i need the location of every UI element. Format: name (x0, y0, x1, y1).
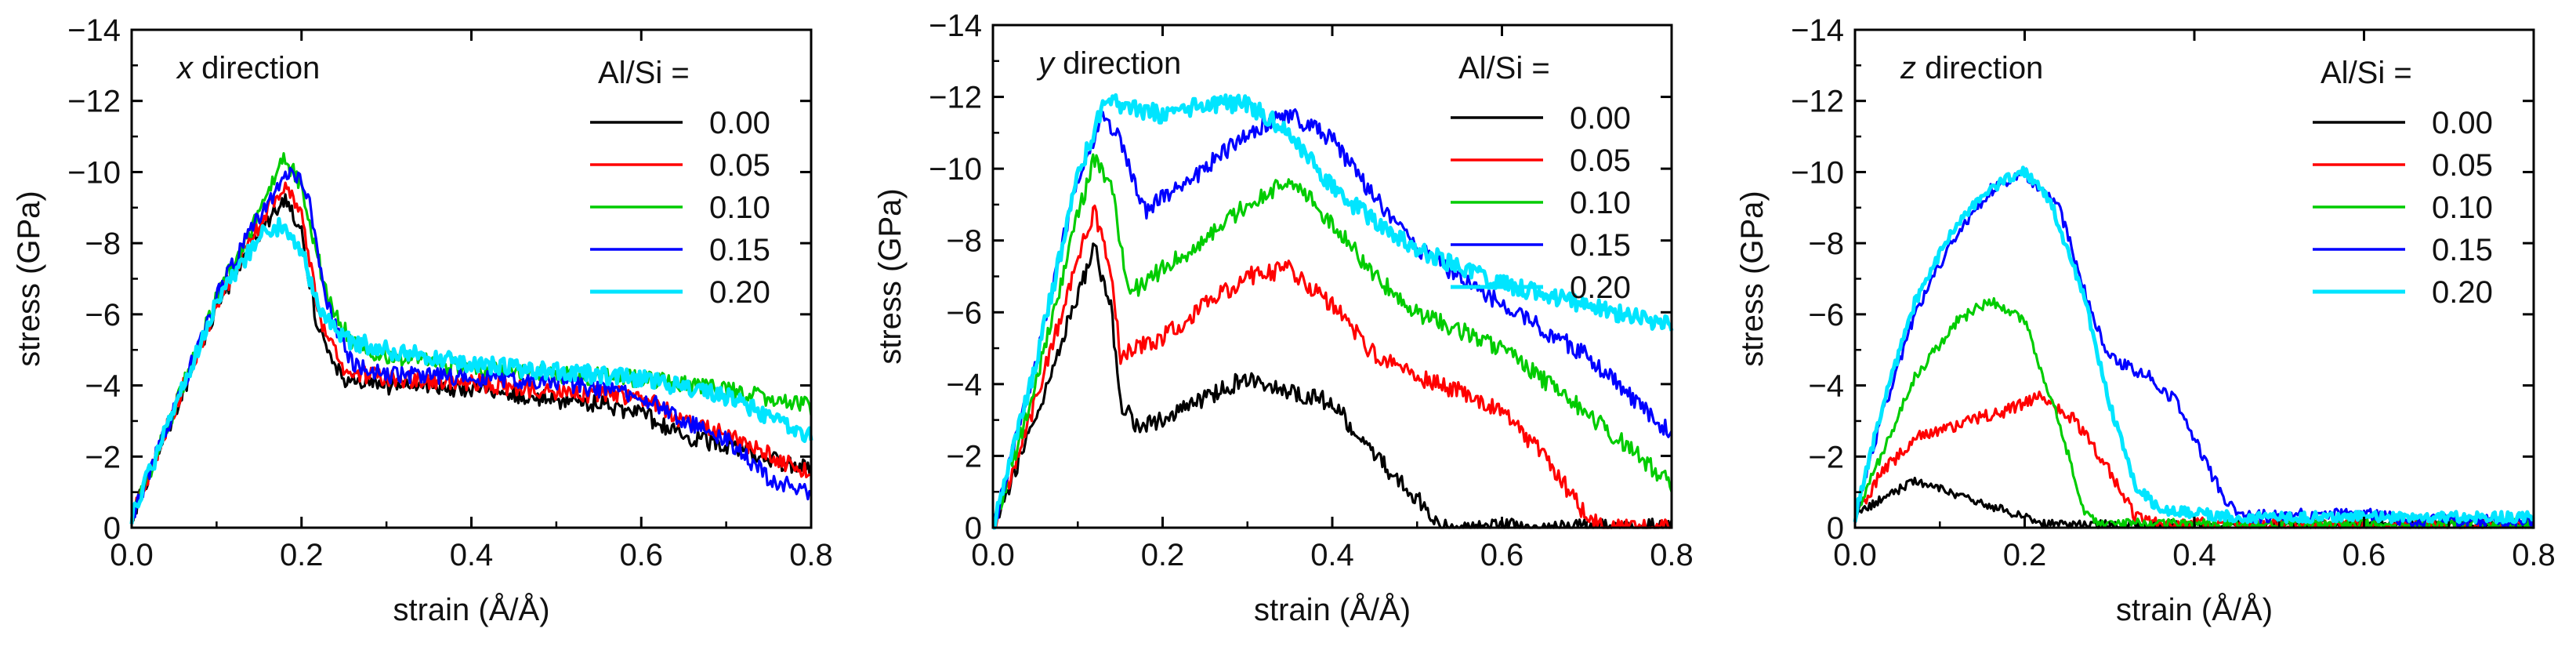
legend-label-0.20: 0.20 (2432, 275, 2493, 310)
y-tick-label: −4 (946, 368, 982, 402)
x-tick-label: 0.6 (1480, 538, 1524, 572)
y-tick-label: −10 (929, 152, 982, 187)
x-tick-label: 0.2 (1141, 538, 1185, 572)
panel-title-rest: direction (1054, 46, 1181, 81)
y-tick-label: −8 (946, 224, 982, 259)
series-line-0.20 (1853, 165, 2534, 525)
x-tick-label: 0.2 (280, 538, 324, 572)
legend-label-0.15: 0.15 (2432, 233, 2493, 267)
series-line-0.15 (1853, 167, 2535, 528)
panel-title-axis: y (1036, 46, 1056, 81)
y-tick-label: −4 (1808, 369, 1844, 404)
x-tick-label: 0.4 (2172, 538, 2216, 572)
legend-label-0.20: 0.20 (709, 275, 770, 310)
legend-label-0.10: 0.10 (2432, 191, 2493, 225)
series-line-0.15 (130, 166, 813, 525)
series-line-0.10 (991, 153, 1673, 528)
legend-label-0.15: 0.15 (1570, 228, 1631, 263)
y-tick-label: −6 (85, 298, 121, 332)
x-tick-label: 0.2 (2003, 538, 2047, 572)
legend: Al/Si = 0.00 0.05 0.10 0.15 0.20 (590, 56, 770, 310)
x-tick-label: 0.8 (2512, 538, 2556, 572)
y-axis-title: stress (GPa) (12, 191, 46, 366)
panel-title: x direction (176, 51, 320, 85)
y-axis-title: stress (GPa) (1735, 191, 1770, 366)
series-line-0.20 (129, 216, 813, 525)
legend-title: Al/Si = (1458, 51, 1550, 85)
y-tick-label: −14 (1791, 13, 1844, 48)
y-tick-label: −12 (67, 85, 121, 119)
y-tick-label: −2 (1808, 440, 1844, 474)
legend-label-0.00: 0.00 (1570, 101, 1631, 136)
y-tick-label: −12 (1791, 85, 1844, 119)
y-tick-label: −8 (85, 227, 121, 261)
y-tick-label: −2 (946, 439, 982, 474)
x-axis-title: strain (Å/Å) (1254, 592, 1411, 627)
x-tick-label: 0.8 (1650, 538, 1694, 572)
legend: Al/Si = 0.00 0.05 0.10 0.15 0.20 (1451, 51, 1631, 305)
legend-title: Al/Si = (598, 56, 690, 90)
series-line-0.15 (991, 108, 1673, 528)
legend-label-0.10: 0.10 (1570, 186, 1631, 220)
y-tick-label: −14 (929, 9, 982, 43)
panel-title-rest: direction (1916, 51, 2043, 85)
legend-label-0.10: 0.10 (709, 191, 770, 225)
x-tick-label: 0.6 (2342, 538, 2386, 572)
y-tick-label: −6 (1808, 298, 1844, 332)
y-tick-label: −14 (67, 13, 121, 48)
chart-panel-1: 0.0 0.2 0.4 0.6 0.8 0 −2 −4 −6 −8 −10 −12 −14 strain … (12, 13, 833, 627)
y-tick-label: −6 (946, 296, 982, 330)
y-tick-label: 0 (965, 511, 982, 546)
chart-panel-2: 0.0 0.2 0.4 0.6 0.8 0 −2 −4 −6 −8 −10 −12 −14 strain … (873, 9, 1694, 627)
legend-label-0.00: 0.00 (2432, 106, 2493, 140)
panel-title-axis: x (176, 51, 194, 85)
x-tick-label: 0.0 (971, 538, 1015, 572)
x-tick-label: 0.4 (1310, 538, 1354, 572)
chart-panel-3: 0.0 0.2 0.4 0.6 0.8 0 −2 −4 −6 −8 −10 −12 −14 strain … (1735, 13, 2556, 627)
legend-label-0.20: 0.20 (1570, 271, 1631, 305)
legend-label-0.15: 0.15 (709, 233, 770, 267)
y-tick-label: 0 (1827, 511, 1844, 546)
series-line-0.05 (991, 204, 1672, 529)
y-axis-title: stress (GPa) (873, 188, 908, 364)
y-tick-label: −8 (1808, 227, 1844, 261)
series-line-0.20 (992, 93, 1674, 530)
panel-title: y direction (1036, 46, 1181, 81)
legend-label-0.05: 0.05 (709, 148, 770, 183)
x-tick-label: 0.8 (789, 538, 833, 572)
y-tick-label: −10 (67, 155, 121, 190)
legend-label-0.05: 0.05 (2432, 148, 2493, 183)
legend: Al/Si = 0.00 0.05 0.10 0.15 0.20 (2313, 56, 2493, 310)
series-line-0.05 (1853, 390, 2535, 529)
x-tick-label: 0.0 (110, 538, 154, 572)
panel-title-axis: z (1900, 51, 1916, 85)
x-tick-label: 0.4 (450, 538, 494, 572)
x-axis-title: strain (Å/Å) (393, 592, 549, 627)
x-axis-title: strain (Å/Å) (2116, 592, 2273, 627)
legend-title: Al/Si = (2321, 56, 2412, 90)
series-lines (129, 152, 813, 525)
x-tick-label: 0.0 (1833, 538, 1877, 572)
y-tick-label: −2 (85, 440, 121, 474)
y-tick-label: −10 (1791, 155, 1844, 190)
x-tick-label: 0.6 (619, 538, 663, 572)
legend-label-0.00: 0.00 (709, 106, 770, 140)
panel-title-rest: direction (193, 51, 320, 85)
y-tick-label: −12 (929, 81, 982, 115)
panel-title: z direction (1900, 51, 2043, 85)
legend-label-0.05: 0.05 (1570, 143, 1631, 178)
y-tick-label: 0 (103, 511, 121, 546)
y-tick-label: −4 (85, 369, 121, 404)
